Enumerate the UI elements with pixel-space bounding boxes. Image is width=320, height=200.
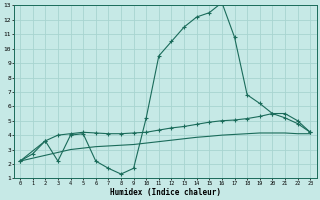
X-axis label: Humidex (Indice chaleur): Humidex (Indice chaleur): [110, 188, 220, 197]
